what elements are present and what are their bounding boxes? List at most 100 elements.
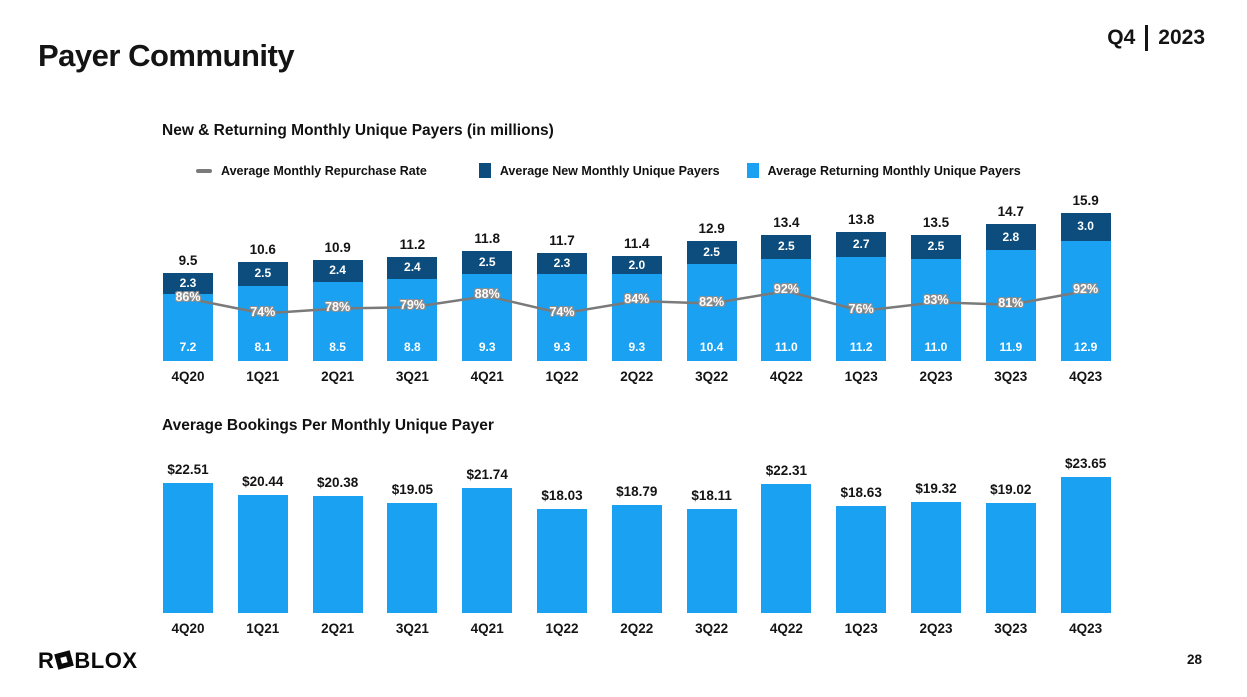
bookings-bar [163,483,213,613]
logo-text-blox: BLOX [74,648,138,673]
category-label: 3Q22 [695,369,729,384]
bookings-bar [537,509,587,613]
new-value-label: 2.3 [553,256,571,271]
total-value-label: 10.9 [324,239,351,255]
legend-item-repurchase-rate: Average Monthly Repurchase Rate [196,164,427,178]
line-marker-icon [196,168,212,173]
returning-value-label: 11.9 [999,340,1023,354]
new-value-label: 2.5 [478,255,496,270]
category-label: 4Q20 [171,369,205,384]
category-label: 3Q21 [395,369,429,384]
legend-item-returning-payers: Average Returning Monthly Unique Payers [746,163,1021,178]
bookings-bar [1060,476,1111,613]
category-label: 3Q23 [994,369,1028,384]
category-label: 3Q21 [395,621,429,636]
new-bar [836,231,887,257]
legend-label: Average New Monthly Unique Payers [499,163,720,178]
repurchase-rate-label: 76% [848,302,874,316]
repurchase-rate-label: 86% [175,289,201,304]
bookings-value-label: $22.31 [765,463,808,479]
category-label: 4Q23 [1069,621,1103,636]
new-bar [761,235,812,259]
bookings-bar [761,484,812,613]
bookings-value-label: $18.03 [541,488,583,504]
category-label: 3Q23 [994,621,1028,636]
category-label: 2Q23 [919,621,953,636]
returning-value-label: 8.8 [404,340,421,354]
bookings-bar [985,503,1036,613]
new-value-label: 2.5 [927,239,945,254]
total-value-label: 13.4 [773,215,800,231]
bookings-bar [686,508,737,613]
bookings-chart-title: Average Bookings Per Monthly Unique Paye… [162,417,494,434]
category-label: 2Q21 [321,621,355,636]
bookings-value-label: $20.44 [242,474,284,490]
repurchase-rate-label: 83% [923,293,949,308]
bookings-value-label: $20.38 [316,474,359,490]
returning-value-label: 8.5 [329,340,346,354]
new-value-label: 2.8 [1002,229,1020,244]
new-bar [985,224,1036,251]
repurchase-rate-label: 92% [1073,282,1099,296]
repurchase-rate-label: 79% [399,298,425,313]
category-label: 4Q21 [470,369,504,384]
category-label: 2Q21 [321,369,355,384]
year-label: 2023 [1158,26,1205,49]
new-value-label: 3.0 [1077,219,1094,234]
bookings-bar [462,487,513,613]
bookings-value-label: $19.02 [990,482,1032,498]
new-bar [686,240,737,265]
returning-bar [537,274,587,361]
category-label: 4Q22 [769,621,803,636]
returning-value-label: 10.4 [699,340,724,354]
quarter-separator [1145,25,1149,51]
category-label: 2Q22 [620,621,654,636]
new-bar [163,272,213,294]
category-label: 2Q22 [620,369,654,384]
returning-value-label: 9.3 [628,340,646,354]
category-label: 4Q20 [171,621,205,636]
bookings-bar [237,495,288,613]
total-value-label: 13.5 [922,215,950,231]
quarter-label: Q4 [1107,26,1136,49]
repurchase-rate-label: 88% [474,287,500,301]
returning-value-label: 7.2 [179,340,197,354]
new-value-label: 2.7 [852,236,870,251]
repurchase-rate-label: 74% [250,304,276,319]
total-value-label: 13.8 [848,211,875,227]
new-value-label: 2.5 [778,239,795,254]
bookings-value-label: $18.79 [616,483,658,499]
returning-value-label: 12.9 [1073,340,1098,354]
total-value-label: 10.6 [249,242,276,258]
bookings-bar [836,505,887,613]
new-bar [387,256,438,280]
new-bar [1060,212,1111,241]
bookings-value-label: $23.65 [1064,455,1107,471]
category-label: 4Q22 [769,369,803,384]
repurchase-rate-label: 78% [325,299,351,314]
square-marker-icon [746,163,759,178]
returning-value-label: 11.0 [775,340,798,354]
category-label: 1Q23 [844,369,878,384]
new-bar [312,259,363,282]
roblox-tilted-square-icon [54,650,75,670]
page-number: 28 [1186,652,1202,667]
payers-chart-title: New & Returning Monthly Unique Payers (i… [162,122,554,139]
category-label: 1Q22 [545,621,579,636]
new-bar [537,253,587,275]
repurchase-rate-label: 74% [549,304,575,319]
legend-label: Average Monthly Repurchase Rate [221,163,427,178]
new-bar [237,262,288,286]
logo-text-r: R [38,648,55,673]
new-value-label: 2.4 [329,263,346,278]
repurchase-rate-label: 81% [998,295,1024,310]
returning-value-label: 11.2 [849,340,873,354]
returning-value-label: 8.1 [254,340,272,354]
category-label: 1Q21 [246,369,280,384]
total-value-label: 11.2 [399,236,426,252]
total-value-label: 11.7 [549,233,575,248]
bookings-bar [611,504,662,613]
